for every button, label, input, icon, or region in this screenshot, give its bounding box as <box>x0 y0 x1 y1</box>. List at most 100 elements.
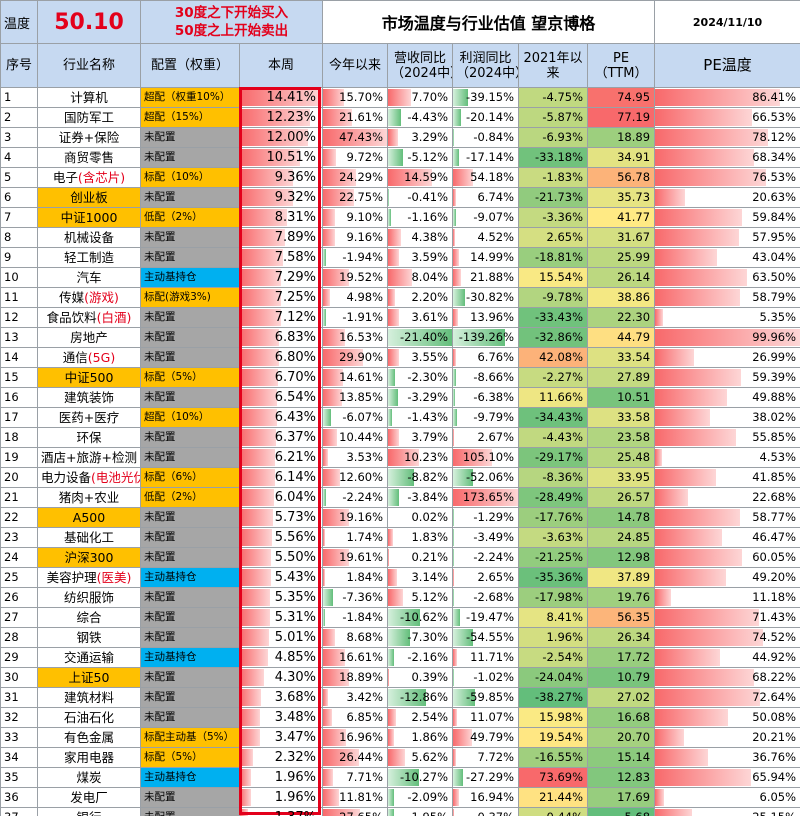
ytd-change-bar <box>323 729 346 746</box>
industry-name-text: 国防军工 <box>63 110 114 125</box>
pe-ttm: 33.54 <box>587 347 656 368</box>
industry-name-text: 上证50 <box>68 670 110 685</box>
industry-name: 发电厂 <box>37 787 141 808</box>
pe-temperature: 4.53% <box>654 447 800 468</box>
profit-yoy-value: -17.14% <box>466 150 515 164</box>
profit-yoy: 54.18% <box>452 167 520 188</box>
ytd-change-bar <box>323 209 336 226</box>
allocation: 超配（15%） <box>140 107 240 128</box>
ytd-change-bar <box>323 629 335 646</box>
allocation: 低配（2%） <box>140 207 240 228</box>
pe-temperature-bar <box>655 669 754 686</box>
profit-yoy-value: 2.67% <box>477 430 515 444</box>
revenue-yoy-value: 7.70% <box>411 90 449 104</box>
ytd-change-bar <box>323 149 337 166</box>
allocation: 未配置 <box>140 547 240 568</box>
week-change: 5.01% <box>238 627 324 648</box>
pe-ttm: 56.35 <box>587 607 656 628</box>
row-number: 31 <box>0 687 38 708</box>
ytd-change: 7.71% <box>322 767 389 788</box>
week-change-value: 1.96% <box>274 770 317 785</box>
week-change-value: 12.23% <box>266 110 317 125</box>
pe-temperature-bar <box>655 689 761 706</box>
ytd-change-value: 6.85% <box>346 710 384 724</box>
industry-name: 中证1000 <box>37 207 141 228</box>
profit-yoy: -9.79% <box>452 407 520 428</box>
profit-yoy-bar <box>453 349 456 366</box>
profit-yoy-value: 7.72% <box>477 750 515 764</box>
profit-yoy-value: 13.96% <box>470 310 515 324</box>
revenue-yoy: 1.83% <box>387 527 454 548</box>
ytd-change-value: 12.60% <box>339 470 384 484</box>
pe-temperature-value: 44.92% <box>752 650 797 664</box>
pe-ttm: 33.58 <box>587 407 656 428</box>
pe-temperature-bar <box>655 249 718 266</box>
pe-temperature: 58.77% <box>654 507 800 528</box>
pe-temperature-bar <box>655 809 692 816</box>
col-pe-temp: PE温度 <box>654 43 800 88</box>
revenue-yoy: 2.20% <box>387 287 454 308</box>
ytd-change-bar <box>323 109 353 126</box>
revenue-yoy-bar <box>388 309 399 326</box>
profit-yoy-bar <box>453 149 460 166</box>
profit-yoy: 2.67% <box>452 427 520 448</box>
revenue-yoy-value: -2.09% <box>407 790 449 804</box>
ytd-change-value: 4.98% <box>346 290 384 304</box>
revenue-yoy-bar <box>388 469 415 486</box>
week-change: 5.73% <box>238 507 324 528</box>
industry-name-text: 房地产 <box>70 330 108 345</box>
pe-ttm: 24.85 <box>587 527 656 548</box>
allocation: 未配置 <box>140 627 240 648</box>
week-change-value: 1.37% <box>275 810 316 816</box>
ytd-change-value: 9.10% <box>346 210 384 224</box>
ytd-change: 12.60% <box>322 467 389 488</box>
ytd-change-value: 19.16% <box>339 510 384 524</box>
industry-name-text: 汽车 <box>76 270 102 285</box>
pe-temperature: 44.92% <box>654 647 800 668</box>
week-change-value: 12.00% <box>266 130 317 145</box>
row-number: 27 <box>0 607 38 628</box>
revenue-yoy-value: -5.12% <box>407 150 449 164</box>
industry-name: 上证50 <box>37 667 141 688</box>
profit-yoy-bar <box>453 389 456 406</box>
profit-yoy: -30.82% <box>452 287 520 308</box>
profit-yoy-value: -1.02% <box>473 670 515 684</box>
revenue-yoy-value: 2.54% <box>411 710 449 724</box>
col-week: 本周 <box>238 43 324 88</box>
row-number: 34 <box>0 747 38 768</box>
revenue-yoy-value: -3.29% <box>407 390 449 404</box>
profit-yoy: -2.24% <box>452 547 520 568</box>
week-change: 9.36% <box>238 167 324 188</box>
revenue-yoy: 3.55% <box>387 347 454 368</box>
pe-temperature-bar <box>655 569 727 586</box>
industry-name-note: (游戏) <box>84 290 119 305</box>
industry-name: 商贸零售 <box>37 147 141 168</box>
revenue-yoy-bar <box>388 449 419 466</box>
allocation: 未配置 <box>140 447 240 468</box>
profit-yoy: -0.84% <box>452 127 520 148</box>
col-pe-l2: （TTM） <box>594 65 648 81</box>
row-number: 32 <box>0 707 38 728</box>
pe-ttm: 19.76 <box>587 587 656 608</box>
week-change-value: 6.80% <box>274 350 317 365</box>
week-change: 3.68% <box>238 687 324 708</box>
pe-temperature: 58.79% <box>654 287 800 308</box>
row-number: 6 <box>0 187 38 208</box>
since-2021: -28.49% <box>518 487 589 508</box>
ytd-change-bar <box>323 529 326 546</box>
ytd-change-value: 16.53% <box>339 330 384 344</box>
pe-temperature: 68.34% <box>654 147 800 168</box>
ytd-change: 10.44% <box>322 427 389 448</box>
week-change-value: 10.51% <box>266 150 317 165</box>
ytd-change-value: -1.91% <box>342 310 384 324</box>
week-change: 5.35% <box>238 587 324 608</box>
industry-name-text: 商贸零售 <box>63 150 114 165</box>
revenue-yoy-value: 10.23% <box>404 450 449 464</box>
profit-yoy-bar <box>453 309 459 326</box>
ytd-change: -1.84% <box>322 607 389 628</box>
pe-temperature: 99.96% <box>654 327 800 348</box>
ytd-change-value: 3.53% <box>346 450 384 464</box>
industry-name: 医药+医疗 <box>37 407 141 428</box>
week-change-value: 8.31% <box>274 210 317 225</box>
